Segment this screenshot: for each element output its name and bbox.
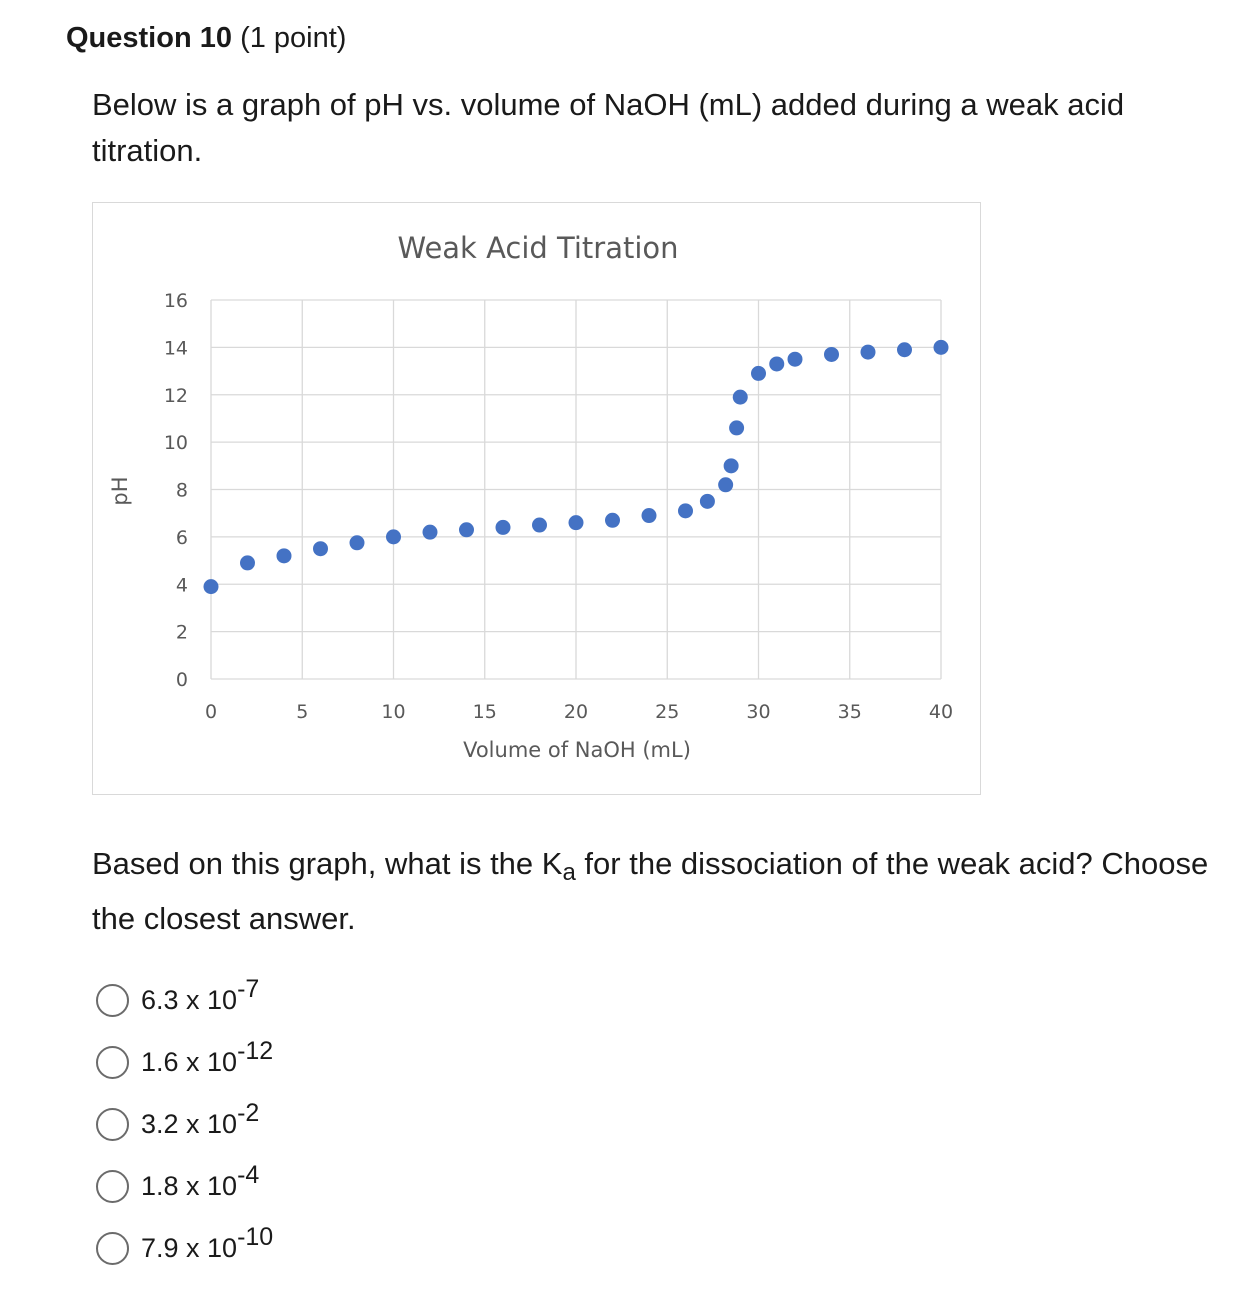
x-tick-label: 20 bbox=[564, 701, 588, 723]
data-point bbox=[641, 508, 657, 524]
answer-mantissa: 3.2 x 10 bbox=[141, 1108, 238, 1139]
x-tick-label: 5 bbox=[296, 701, 308, 723]
radio-button[interactable] bbox=[96, 1045, 129, 1079]
chart-data-points bbox=[203, 339, 949, 595]
data-point bbox=[568, 515, 584, 531]
x-tick-label: 0 bbox=[205, 701, 217, 723]
x-tick-label: 10 bbox=[381, 701, 405, 723]
x-axis-title: Volume of NaOH (mL) bbox=[463, 738, 691, 762]
answer-exponent: -10 bbox=[237, 1222, 274, 1251]
answer-exponent: -4 bbox=[237, 1160, 260, 1189]
data-point bbox=[718, 477, 734, 493]
data-point bbox=[532, 517, 547, 533]
answer-option[interactable]: 6.3 x 10-7 bbox=[96, 975, 259, 1025]
answer-option[interactable]: 1.8 x 10-4 bbox=[96, 1161, 259, 1211]
data-point bbox=[729, 420, 745, 436]
data-point bbox=[240, 555, 255, 571]
data-point bbox=[751, 365, 766, 381]
answer-label: 7.9 x 10-10 bbox=[141, 1224, 273, 1264]
x-tick-label: 35 bbox=[838, 701, 862, 723]
answer-option[interactable]: 7.9 x 10-10 bbox=[96, 1223, 273, 1273]
radio-button[interactable] bbox=[96, 983, 129, 1017]
y-tick-label: 12 bbox=[164, 385, 188, 407]
data-point bbox=[824, 346, 839, 362]
radio-button[interactable] bbox=[96, 1107, 129, 1141]
data-point bbox=[787, 351, 803, 367]
y-tick-label: 6 bbox=[176, 527, 188, 549]
answer-mantissa: 7.9 x 10 bbox=[141, 1232, 238, 1263]
answer-label: 6.3 x 10-7 bbox=[141, 976, 259, 1016]
answer-mantissa: 6.3 x 10 bbox=[141, 984, 238, 1015]
question-intro: Below is a graph of pH vs. volume of NaO… bbox=[92, 87, 1125, 168]
data-point bbox=[933, 339, 949, 355]
data-point bbox=[769, 356, 785, 372]
data-point bbox=[860, 344, 876, 360]
answer-exponent: -7 bbox=[237, 974, 260, 1003]
data-point bbox=[732, 389, 748, 405]
data-point bbox=[723, 458, 739, 474]
data-point bbox=[203, 579, 219, 595]
prompt-subscript: a bbox=[562, 859, 576, 886]
answer-exponent: -12 bbox=[237, 1036, 274, 1065]
data-point bbox=[313, 541, 328, 557]
data-point bbox=[605, 512, 620, 528]
titration-chart: Weak Acid Titration 0 2 4 6 8 10 12 14 16 0 5 10 15 2… bbox=[92, 202, 981, 795]
question-points: (1 point) bbox=[240, 22, 347, 54]
y-tick-label: 10 bbox=[164, 432, 188, 454]
radio-button[interactable] bbox=[96, 1231, 129, 1265]
answer-label: 1.6 x 10-12 bbox=[141, 1038, 273, 1078]
y-tick-label: 8 bbox=[176, 480, 188, 502]
data-point bbox=[422, 524, 438, 540]
data-point bbox=[276, 548, 292, 564]
x-tick-label: 25 bbox=[655, 701, 679, 723]
chart-tick-labels: 0 2 4 6 8 10 12 14 16 0 5 10 15 20 25 30 35 40 bbox=[164, 290, 953, 723]
answer-option[interactable]: 1.6 x 10-12 bbox=[96, 1037, 273, 1087]
data-point bbox=[459, 522, 474, 538]
x-tick-label: 40 bbox=[929, 701, 953, 723]
chart-title: Weak Acid Titration bbox=[397, 231, 678, 265]
chart-gridlines bbox=[210, 299, 942, 680]
data-point bbox=[349, 535, 365, 551]
y-tick-label: 4 bbox=[176, 574, 188, 596]
prompt-text-before: Based on this graph, what is the K bbox=[92, 846, 563, 881]
chart-svg: Weak Acid Titration 0 2 4 6 8 10 12 14 16 0 5 10 15 2… bbox=[108, 231, 953, 762]
data-point bbox=[386, 529, 401, 545]
question-prompt: Based on this graph, what is the Ka for … bbox=[92, 836, 1212, 946]
answer-option[interactable]: 3.2 x 10-2 bbox=[96, 1099, 259, 1149]
data-point bbox=[678, 503, 693, 519]
answer-label: 1.8 x 10-4 bbox=[141, 1162, 259, 1202]
x-tick-label: 15 bbox=[473, 701, 497, 723]
y-tick-label: 14 bbox=[164, 337, 188, 359]
question-header: Question 10 (1 point) bbox=[66, 22, 346, 55]
y-axis-title: pH bbox=[108, 476, 132, 505]
question-title: Question 10 bbox=[66, 22, 232, 54]
data-point bbox=[699, 493, 715, 509]
radio-button[interactable] bbox=[96, 1169, 129, 1203]
answer-label: 3.2 x 10-2 bbox=[141, 1100, 259, 1140]
prompt-text-after: for the dissociation of the weak acid? C… bbox=[92, 846, 1209, 936]
answer-mantissa: 1.6 x 10 bbox=[141, 1046, 238, 1077]
data-point bbox=[495, 519, 511, 535]
answer-exponent: -2 bbox=[237, 1098, 260, 1127]
answer-mantissa: 1.8 x 10 bbox=[141, 1170, 238, 1201]
data-point bbox=[897, 342, 912, 358]
y-tick-label: 2 bbox=[176, 622, 188, 644]
x-tick-label: 30 bbox=[746, 701, 770, 723]
y-tick-label: 16 bbox=[164, 290, 188, 312]
y-tick-label: 0 bbox=[176, 669, 188, 691]
